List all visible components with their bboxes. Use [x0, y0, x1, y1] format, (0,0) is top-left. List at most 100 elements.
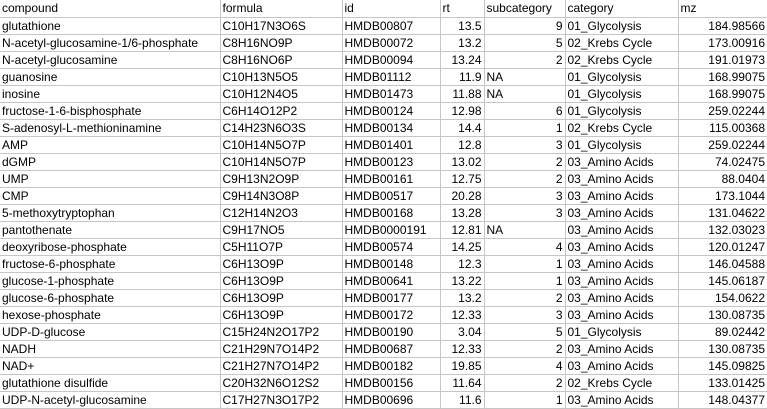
cell-mz[interactable]: 88.0404 [678, 170, 767, 188]
cell-rt[interactable]: 12.33 [440, 306, 485, 324]
cell-subcategory[interactable]: 1 [484, 391, 566, 409]
cell-id[interactable]: HMDB00177 [342, 289, 441, 307]
cell-compound[interactable]: glucose-1-phosphate [0, 272, 221, 290]
cell-mz[interactable]: 120.01247 [678, 238, 767, 256]
cell-compound[interactable]: guanosine [0, 68, 221, 86]
cell-mz[interactable]: 148.04377 [678, 391, 767, 409]
cell-subcategory[interactable]: 3 [484, 187, 566, 205]
cell-compound[interactable]: S-adenosyl-L-methioninamine [0, 119, 221, 137]
cell-subcategory[interactable]: NA [484, 68, 566, 86]
cell-mz[interactable]: 131.04622 [678, 204, 767, 222]
cell-mz[interactable]: 133.01425 [678, 374, 767, 392]
cell-mz[interactable]: 173.1044 [678, 187, 767, 205]
cell-category[interactable]: 02_Krebs Cycle [565, 374, 679, 392]
cell-id[interactable]: HMDB00172 [342, 306, 441, 324]
cell-rt[interactable]: 11.64 [440, 374, 485, 392]
cell-subcategory[interactable]: 5 [484, 323, 566, 341]
header-cell-compound[interactable]: compound [0, 0, 221, 18]
cell-subcategory[interactable]: 5 [484, 34, 566, 52]
cell-mz[interactable]: 173.00916 [678, 34, 767, 52]
cell-mz[interactable]: 146.04588 [678, 255, 767, 273]
cell-formula[interactable]: C5H11O7P [220, 238, 343, 256]
cell-mz[interactable]: 74.02475 [678, 153, 767, 171]
cell-rt[interactable]: 12.75 [440, 170, 485, 188]
cell-formula[interactable]: C10H17N3O6S [220, 17, 343, 35]
cell-category[interactable]: 03_Amino Acids [565, 391, 679, 409]
cell-category[interactable]: 03_Amino Acids [565, 187, 679, 205]
header-cell-mz[interactable]: mz [678, 0, 767, 18]
cell-rt[interactable]: 12.8 [440, 136, 485, 154]
cell-id[interactable]: HMDB00641 [342, 272, 441, 290]
cell-rt[interactable]: 14.4 [440, 119, 485, 137]
cell-mz[interactable]: 168.99075 [678, 68, 767, 86]
cell-formula[interactable]: C9H14N3O8P [220, 187, 343, 205]
cell-category[interactable]: 01_Glycolysis [565, 136, 679, 154]
cell-subcategory[interactable]: 3 [484, 306, 566, 324]
cell-id[interactable]: HMDB00123 [342, 153, 441, 171]
cell-id[interactable]: HMDB00807 [342, 17, 441, 35]
cell-formula[interactable]: C6H13O9P [220, 272, 343, 290]
cell-rt[interactable]: 13.02 [440, 153, 485, 171]
cell-compound[interactable]: UMP [0, 170, 221, 188]
cell-compound[interactable]: fructose-6-phosphate [0, 255, 221, 273]
cell-id[interactable]: HMDB01112 [342, 68, 441, 86]
cell-id[interactable]: HMDB00168 [342, 204, 441, 222]
cell-rt[interactable]: 12.98 [440, 102, 485, 120]
cell-formula[interactable]: C14H23N6O3S [220, 119, 343, 137]
cell-id[interactable]: HMDB0000191 [342, 221, 441, 239]
cell-rt[interactable]: 11.9 [440, 68, 485, 86]
cell-id[interactable]: HMDB00574 [342, 238, 441, 256]
cell-category[interactable]: 03_Amino Acids [565, 289, 679, 307]
cell-formula[interactable]: C8H16NO6P [220, 51, 343, 69]
cell-category[interactable]: 02_Krebs Cycle [565, 34, 679, 52]
cell-compound[interactable]: UDP-D-glucose [0, 323, 221, 341]
cell-rt[interactable]: 3.04 [440, 323, 485, 341]
cell-mz[interactable]: 115.00368 [678, 119, 767, 137]
cell-subcategory[interactable]: 3 [484, 136, 566, 154]
cell-mz[interactable]: 168.99075 [678, 85, 767, 103]
cell-rt[interactable]: 12.33 [440, 340, 485, 358]
cell-subcategory[interactable]: 2 [484, 340, 566, 358]
cell-category[interactable]: 01_Glycolysis [565, 102, 679, 120]
cell-formula[interactable]: C10H12N4O5 [220, 85, 343, 103]
cell-category[interactable]: 02_Krebs Cycle [565, 119, 679, 137]
cell-rt[interactable]: 13.28 [440, 204, 485, 222]
cell-subcategory[interactable]: 1 [484, 255, 566, 273]
cell-formula[interactable]: C10H14N5O7P [220, 153, 343, 171]
cell-id[interactable]: HMDB00190 [342, 323, 441, 341]
cell-id[interactable]: HMDB00124 [342, 102, 441, 120]
cell-formula[interactable]: C9H13N2O9P [220, 170, 343, 188]
cell-rt[interactable]: 13.22 [440, 272, 485, 290]
cell-category[interactable]: 03_Amino Acids [565, 153, 679, 171]
cell-rt[interactable]: 12.3 [440, 255, 485, 273]
cell-rt[interactable]: 13.24 [440, 51, 485, 69]
cell-formula[interactable]: C20H32N6O12S2 [220, 374, 343, 392]
cell-rt[interactable]: 14.25 [440, 238, 485, 256]
cell-subcategory[interactable]: 2 [484, 51, 566, 69]
cell-subcategory[interactable]: 2 [484, 153, 566, 171]
cell-compound[interactable]: 5-methoxytryptophan [0, 204, 221, 222]
cell-subcategory[interactable]: 1 [484, 272, 566, 290]
cell-id[interactable]: HMDB00687 [342, 340, 441, 358]
cell-formula[interactable]: C6H13O9P [220, 255, 343, 273]
cell-id[interactable]: HMDB00161 [342, 170, 441, 188]
cell-id[interactable]: HMDB00517 [342, 187, 441, 205]
cell-mz[interactable]: 132.03023 [678, 221, 767, 239]
cell-compound[interactable]: pantothenate [0, 221, 221, 239]
header-cell-subcategory[interactable]: subcategory [484, 0, 566, 18]
cell-id[interactable]: HMDB00148 [342, 255, 441, 273]
cell-category[interactable]: 03_Amino Acids [565, 221, 679, 239]
cell-subcategory[interactable]: 2 [484, 374, 566, 392]
cell-mz[interactable]: 145.06187 [678, 272, 767, 290]
cell-compound[interactable]: fructose-1-6-bisphosphate [0, 102, 221, 120]
cell-formula[interactable]: C15H24N2O17P2 [220, 323, 343, 341]
cell-mz[interactable]: 191.01973 [678, 51, 767, 69]
cell-category[interactable]: 01_Glycolysis [565, 323, 679, 341]
cell-formula[interactable]: C8H16NO9P [220, 34, 343, 52]
cell-compound[interactable]: N-acetyl-glucosamine-1/6-phosphate [0, 34, 221, 52]
cell-compound[interactable]: glucose-6-phosphate [0, 289, 221, 307]
cell-rt[interactable]: 13.2 [440, 34, 485, 52]
cell-id[interactable]: HMDB01473 [342, 85, 441, 103]
cell-compound[interactable]: N-acetyl-glucosamine [0, 51, 221, 69]
cell-rt[interactable]: 20.28 [440, 187, 485, 205]
